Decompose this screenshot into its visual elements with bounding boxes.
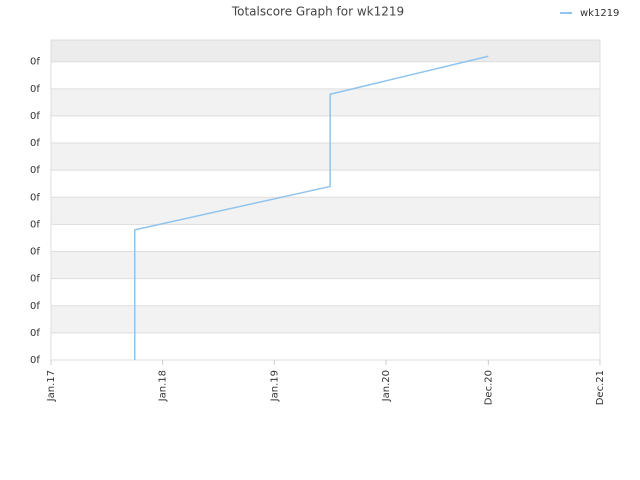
x-tick-label: Jan.17 [46, 370, 57, 402]
y-tick-label: 0f [30, 84, 40, 95]
y-tick-label: 0f [30, 219, 40, 230]
y-tick-label: 0f [30, 165, 40, 176]
y-tick-label: 0f [30, 57, 40, 68]
x-tick-label: Jan.20 [381, 370, 392, 402]
legend-label: wk1219 [580, 8, 619, 19]
x-tick-label: Jan.18 [158, 370, 169, 402]
grid-band [51, 197, 600, 225]
y-tick-label: 0f [30, 247, 40, 258]
data-line [133, 55, 489, 360]
y-tick-label: 0f [30, 301, 40, 312]
x-tick-label: Dec.21 [595, 370, 606, 405]
y-tick-label: 0f [30, 355, 40, 366]
x-tick-label: Jan.19 [269, 370, 280, 402]
grid-band [51, 251, 600, 279]
chart-title: Totalscore Graph for wk1219 [231, 5, 404, 19]
y-tick-label: 0f [30, 192, 40, 203]
grid-band [51, 143, 600, 171]
y-tick-label: 0f [30, 111, 40, 122]
grid-band [51, 40, 600, 62]
grid-band [51, 305, 600, 333]
y-tick-label: 0f [30, 328, 40, 339]
grid-band [51, 88, 600, 116]
y-tick-label: 0f [30, 138, 40, 149]
x-tick-label: Dec.20 [483, 370, 494, 405]
y-tick-label: 0f [30, 274, 40, 285]
